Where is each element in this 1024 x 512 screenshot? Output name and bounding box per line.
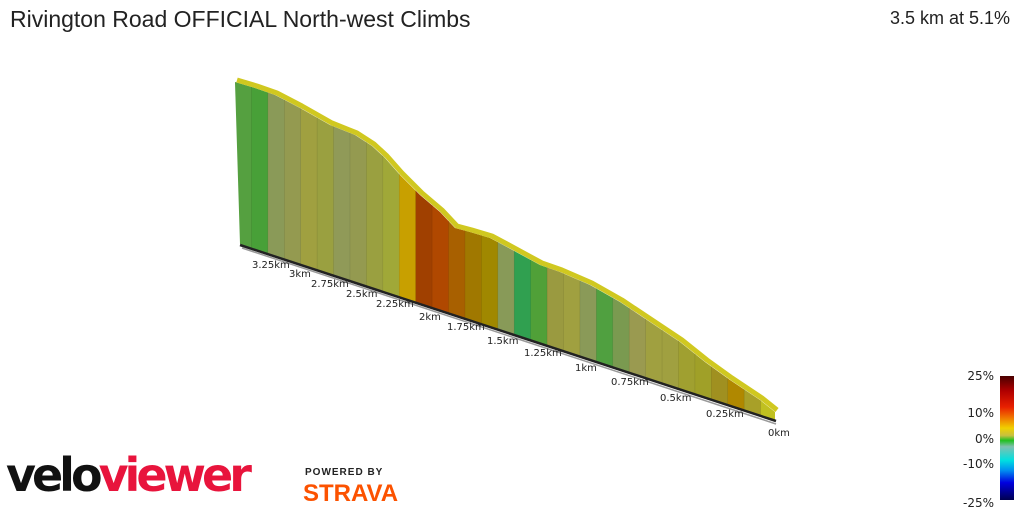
gradient-segment xyxy=(283,82,302,420)
strava-logo[interactable]: STRAVA xyxy=(303,480,399,507)
profile-baseline xyxy=(239,243,777,423)
gradient-segment xyxy=(546,82,565,420)
distance-tick-label: 0.75km xyxy=(611,377,649,388)
distance-tick-label: 2.25km xyxy=(376,299,414,310)
climb-summary: 3.5 km at 5.1% xyxy=(889,8,1010,28)
gradient-segment xyxy=(497,82,516,420)
gradient-segment xyxy=(382,82,401,420)
gradient-segment xyxy=(464,82,483,420)
gradient-segment xyxy=(694,82,713,420)
distance-tick-label: 2.75km xyxy=(311,279,349,290)
gradient-segment xyxy=(366,82,384,420)
gradient-segment xyxy=(579,82,598,420)
profile-top-edge xyxy=(236,77,779,412)
gradient-segment xyxy=(743,82,762,420)
legend-label: 0% xyxy=(974,432,994,446)
gradient-legend-bar xyxy=(1000,376,1014,500)
distance-tick-label: 1.5km xyxy=(487,336,518,347)
gradient-segment xyxy=(530,82,548,420)
distance-tick-label: 1.75km xyxy=(447,322,485,333)
gradient-segment xyxy=(398,82,417,420)
legend-label: -10% xyxy=(962,457,994,471)
distance-tick-label: 1km xyxy=(575,363,597,374)
gradient-segment xyxy=(481,82,499,420)
veloviewer-logo[interactable]: veloviewer xyxy=(6,448,252,502)
distance-tick-label: 2.5km xyxy=(346,289,377,300)
gradient-segment xyxy=(711,82,729,420)
distance-tick-label: 0.25km xyxy=(706,409,744,420)
gradient-segment xyxy=(431,82,450,420)
distance-tick-label: 0.5km xyxy=(660,393,691,404)
gradient-segment xyxy=(563,82,581,420)
distance-tick-label: 3km xyxy=(289,269,311,280)
distance-tick-label: 3.25km xyxy=(252,260,290,271)
distance-tick-label: 0km xyxy=(768,428,790,439)
gradient-segment xyxy=(448,82,466,420)
page-title: Rivington Road OFFICIAL North-west Climb… xyxy=(10,6,471,32)
legend-label: 25% xyxy=(967,369,994,383)
gradient-segment xyxy=(333,82,351,420)
legend-label: -25% xyxy=(962,496,994,510)
gradient-segment xyxy=(661,82,680,420)
gradient-segment xyxy=(678,82,696,420)
gradient-segment xyxy=(267,82,286,420)
gradient-segment xyxy=(300,82,319,420)
powered-by-label: POWERED BY xyxy=(305,467,384,478)
gradient-segment xyxy=(349,82,368,420)
legend-label: 10% xyxy=(967,406,994,420)
gradient-segment xyxy=(415,82,433,420)
gradient-segment xyxy=(760,82,775,420)
distance-tick-label: 2km xyxy=(419,312,441,323)
distance-tick-label: 1.25km xyxy=(524,348,562,359)
